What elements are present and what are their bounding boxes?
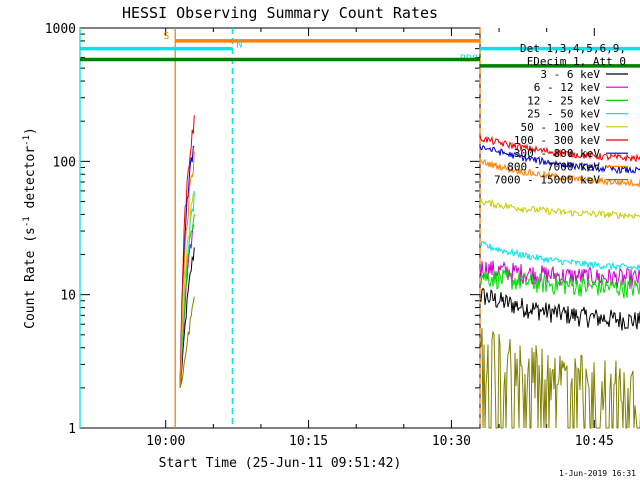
x-tick-label: 10:00 [146,434,185,449]
x-axis-label: Start Time (25-Jun-11 09:51:42) [159,456,402,471]
chart-title: HESSI Observing Summary Count Rates [122,4,438,22]
series-line [479,134,640,163]
legend-header-line: Det 1,3,4,5,6,9, [520,42,626,55]
legend-entry-label: 50 - 100 keV [521,121,601,134]
legend-entry-label: 800 - 7000 keV [507,160,600,173]
series-line [479,327,640,429]
y-tick-label: 1000 [45,22,76,37]
legend-entry-label: 12 - 25 keV [527,94,600,107]
series-line [479,269,640,299]
y-tick-label: 10 [60,289,76,304]
interval-label: N [236,40,242,51]
y-tick-label: 100 [53,155,76,170]
legend-entry-label: 7000 - 15000 keV [494,174,600,187]
series-line [479,260,640,289]
plot-timestamp: 1-Jun-2019 16:31 [559,469,636,478]
series-burst-line [179,151,195,388]
series-burst-line [179,115,195,388]
y-axis-label: Count Rate (s-1 detector-1) [22,127,38,329]
legend-entry-label: 6 - 12 keV [534,81,601,94]
legend-entry-label: 25 - 50 keV [527,108,600,121]
legend: Det 1,3,4,5,6,9,FDecim 1, Att 03 - 6 keV… [494,42,628,187]
legend-entry-label: 100 - 300 keV [514,134,600,147]
x-tick-label: 10:45 [575,434,614,449]
series-burst-line [179,247,195,388]
series-burst-line [179,191,195,388]
series-line [479,240,640,272]
series-line [479,145,640,175]
x-tick-label: 10:30 [432,434,471,449]
series-line [479,158,640,189]
plot-frame [79,27,481,429]
legend-entry-label: 300 - 800 keV [514,147,600,160]
interval-label: S [163,31,169,42]
series-burst-line [179,296,195,389]
y-axis-label-text: Count Rate (s-1 detector-1) [22,127,38,329]
series-line [479,198,640,219]
plot-area: 10:0010:1510:3010:4511:0011:1511:3011010… [45,22,640,449]
series-line [479,287,640,331]
legend-entry-label: 3 - 6 keV [540,68,600,81]
x-tick-label: 10:15 [289,434,328,449]
legend-header-line: FDecim 1, Att 0 [527,55,626,68]
y-tick-label: 1 [68,422,76,437]
